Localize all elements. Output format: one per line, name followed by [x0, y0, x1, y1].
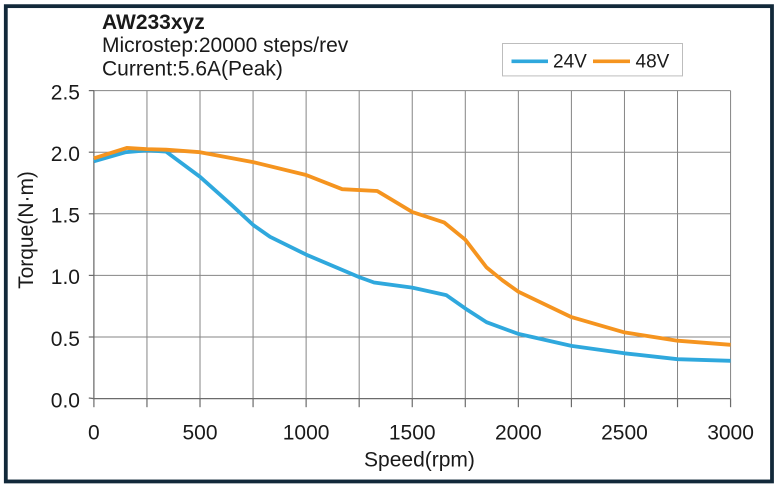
- svg-text:2500: 2500: [601, 421, 648, 444]
- svg-text:Torque(N·m): Torque(N·m): [15, 171, 38, 289]
- svg-text:1500: 1500: [389, 421, 436, 444]
- svg-text:0.5: 0.5: [51, 328, 80, 351]
- svg-text:Speed(rpm): Speed(rpm): [364, 449, 475, 472]
- svg-text:1.0: 1.0: [51, 266, 80, 289]
- svg-text:0.0: 0.0: [51, 389, 80, 412]
- svg-text:1000: 1000: [283, 421, 330, 444]
- svg-text:1.5: 1.5: [51, 205, 80, 228]
- svg-text:Microstep:20000 steps/rev: Microstep:20000 steps/rev: [102, 34, 349, 57]
- svg-text:2.5: 2.5: [51, 81, 80, 104]
- svg-text:3000: 3000: [707, 421, 754, 444]
- svg-text:Current:5.6A(Peak): Current:5.6A(Peak): [102, 57, 283, 80]
- svg-text:0: 0: [88, 421, 100, 444]
- svg-text:48V: 48V: [636, 51, 670, 72]
- svg-text:24V: 24V: [553, 51, 587, 72]
- svg-text:AW233xyz: AW233xyz: [102, 11, 205, 34]
- svg-text:2000: 2000: [495, 421, 542, 444]
- svg-text:500: 500: [182, 421, 217, 444]
- svg-text:2.0: 2.0: [51, 143, 80, 166]
